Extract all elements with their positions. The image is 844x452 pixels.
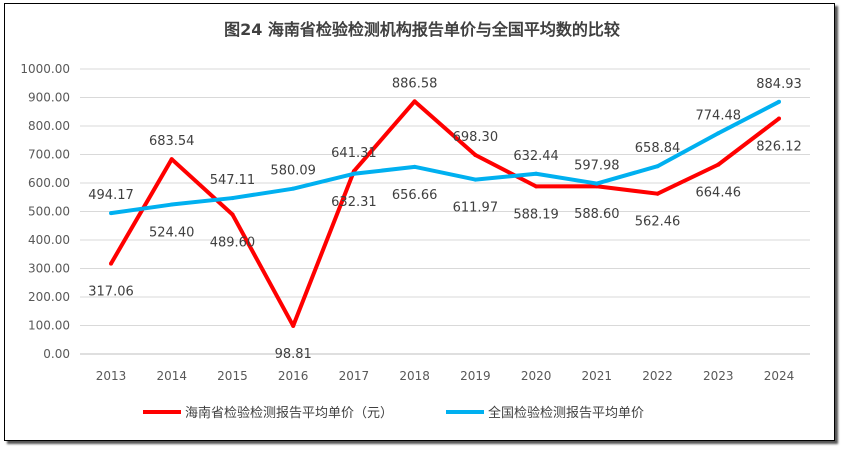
data-point xyxy=(534,184,539,189)
data-label: 489.60 xyxy=(210,235,256,250)
data-label: 547.11 xyxy=(210,173,256,188)
data-point xyxy=(169,157,174,162)
data-point xyxy=(230,212,235,217)
data-point xyxy=(169,202,174,207)
chart-title: 图24 海南省检验检测机构报告单价与全国平均数的比较 xyxy=(224,20,620,39)
data-label: 588.19 xyxy=(513,207,559,222)
data-point xyxy=(716,162,721,167)
y-tick-label: 700.00 xyxy=(28,148,70,162)
data-label: 580.09 xyxy=(270,164,316,179)
legend-label: 全国检验检测报告平均单价 xyxy=(488,405,644,421)
x-tick-label: 2014 xyxy=(156,369,187,383)
x-tick-label: 2019 xyxy=(460,369,491,383)
data-label: 611.97 xyxy=(453,201,499,216)
data-label: 774.48 xyxy=(696,108,742,123)
x-tick-label: 2013 xyxy=(96,369,127,383)
data-point xyxy=(230,196,235,201)
data-label: 884.93 xyxy=(756,77,802,92)
x-tick-label: 2024 xyxy=(764,369,795,383)
x-tick-label: 2020 xyxy=(521,369,552,383)
y-tick-label: 900.00 xyxy=(28,91,70,105)
data-point xyxy=(534,171,539,176)
data-label: 494.17 xyxy=(88,188,134,203)
data-label: 588.60 xyxy=(574,207,620,222)
y-tick-label: 500.00 xyxy=(28,205,70,219)
data-label: 656.66 xyxy=(392,188,438,203)
data-label: 698.30 xyxy=(453,130,499,145)
data-point xyxy=(291,186,296,191)
x-tick-label: 2017 xyxy=(339,369,370,383)
x-tick-label: 2018 xyxy=(399,369,430,383)
y-tick-label: 300.00 xyxy=(28,262,70,276)
data-point xyxy=(109,261,113,266)
data-label: 317.06 xyxy=(88,285,134,300)
data-point xyxy=(473,152,478,157)
data-label: 632.31 xyxy=(331,195,377,210)
data-label: 98.81 xyxy=(275,347,312,362)
data-point xyxy=(594,181,599,186)
data-label: 683.54 xyxy=(149,134,195,149)
data-label: 524.40 xyxy=(149,226,195,241)
y-tick-label: 0.00 xyxy=(43,347,70,361)
chart-frame xyxy=(4,3,835,441)
data-point xyxy=(473,177,478,182)
x-tick-label: 2022 xyxy=(642,369,673,383)
data-point xyxy=(412,99,417,104)
y-tick-label: 600.00 xyxy=(28,176,70,190)
data-label: 632.44 xyxy=(513,149,559,164)
data-point xyxy=(655,191,660,196)
x-tick-label: 2016 xyxy=(278,369,309,383)
y-tick-label: 800.00 xyxy=(28,119,70,133)
data-label: 562.46 xyxy=(635,215,681,230)
data-label: 664.46 xyxy=(696,186,742,201)
data-label: 826.12 xyxy=(756,140,802,155)
data-point xyxy=(109,211,113,216)
y-tick-label: 400.00 xyxy=(28,233,70,247)
data-point xyxy=(655,164,660,169)
series-line-0 xyxy=(109,99,781,328)
x-tick-label: 2023 xyxy=(703,369,734,383)
data-label: 641.31 xyxy=(331,146,377,161)
y-tick-label: 1000.00 xyxy=(20,62,70,76)
y-tick-label: 200.00 xyxy=(28,290,70,304)
data-point xyxy=(777,116,781,121)
data-point xyxy=(777,99,781,104)
data-label: 886.58 xyxy=(392,76,438,91)
x-tick-label: 2021 xyxy=(582,369,613,383)
data-point xyxy=(351,171,356,176)
x-tick-label: 2015 xyxy=(217,369,248,383)
legend-label: 海南省检验检测报告平均单价（元） xyxy=(185,405,393,421)
data-point xyxy=(716,131,721,136)
data-point xyxy=(291,323,296,328)
series-line-1 xyxy=(110,100,780,216)
y-tick-label: 100.00 xyxy=(28,319,70,333)
data-point xyxy=(412,164,417,169)
data-label: 658.84 xyxy=(635,141,681,156)
data-label: 597.98 xyxy=(574,159,620,174)
